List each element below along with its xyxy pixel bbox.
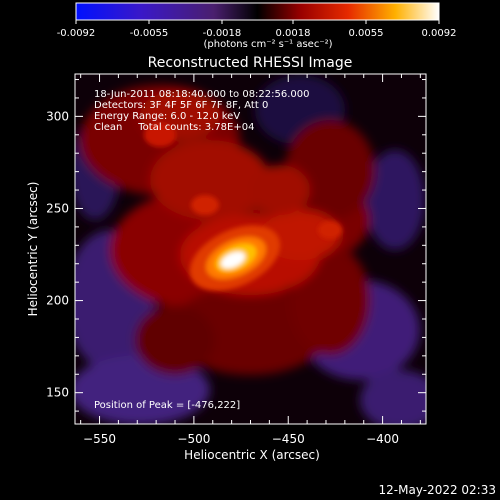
- x-axis-label: Heliocentric X (arcsec): [184, 448, 320, 462]
- annotation-energy-range: Energy Range: 6.0 - 12.0 keV: [94, 111, 240, 122]
- x-tick-label: −500: [177, 432, 210, 446]
- annotation-clean-counts: Clean Total counts: 3.78E+04: [94, 122, 254, 133]
- peak-position-label: Position of Peak = [-476,222]: [94, 400, 240, 411]
- x-tick-label: −550: [83, 432, 116, 446]
- x-axis: −550 −500 −450 −400: [80, 74, 421, 446]
- x-tick-label: −450: [272, 432, 305, 446]
- colorbar-tick-label: -0.0055: [130, 28, 169, 39]
- colorbar-tick-label: 0.0092: [422, 28, 457, 39]
- colorbar-unit-label: (photons cm⁻² s⁻¹ asec⁻²): [203, 39, 332, 50]
- y-tick-label: 150: [46, 386, 69, 400]
- timestamp: 12-May-2022 02:33: [379, 483, 496, 497]
- heatmap-image: [75, 74, 426, 424]
- y-tick-label: 300: [46, 109, 69, 123]
- x-tick-label: −400: [366, 432, 399, 446]
- colorbar: -0.0092 -0.0055 -0.0018 0.0018 0.0055 0.0092 …: [57, 2, 457, 50]
- colorbar-gradient: [75, 2, 440, 21]
- annotation-block: 18-Jun-2011 08:18:40.000 to 08:22:56.000…: [94, 89, 310, 133]
- annotation-detectors: Detectors: 3F 4F 5F 6F 7F 8F, Att 0: [94, 100, 268, 111]
- colorbar-tick-label: -0.0018: [203, 28, 242, 39]
- colorbar-tick-label: 0.0018: [276, 28, 311, 39]
- colorbar-ticks: -0.0092 -0.0055 -0.0018 0.0018 0.0055 0.0092: [57, 20, 457, 39]
- y-axis: 150 200 250 300: [46, 79, 426, 412]
- colorbar-tick-label: -0.0092: [57, 28, 96, 39]
- y-tick-label: 200: [46, 294, 69, 308]
- y-axis-label: Heliocentric Y (arcsec): [26, 182, 40, 317]
- colorbar-tick-label: 0.0055: [349, 28, 384, 39]
- y-tick-label: 250: [46, 201, 69, 215]
- chart-title: Reconstructed RHESSI Image: [148, 55, 353, 71]
- annotation-time-range: 18-Jun-2011 08:18:40.000 to 08:22:56.000: [94, 89, 310, 100]
